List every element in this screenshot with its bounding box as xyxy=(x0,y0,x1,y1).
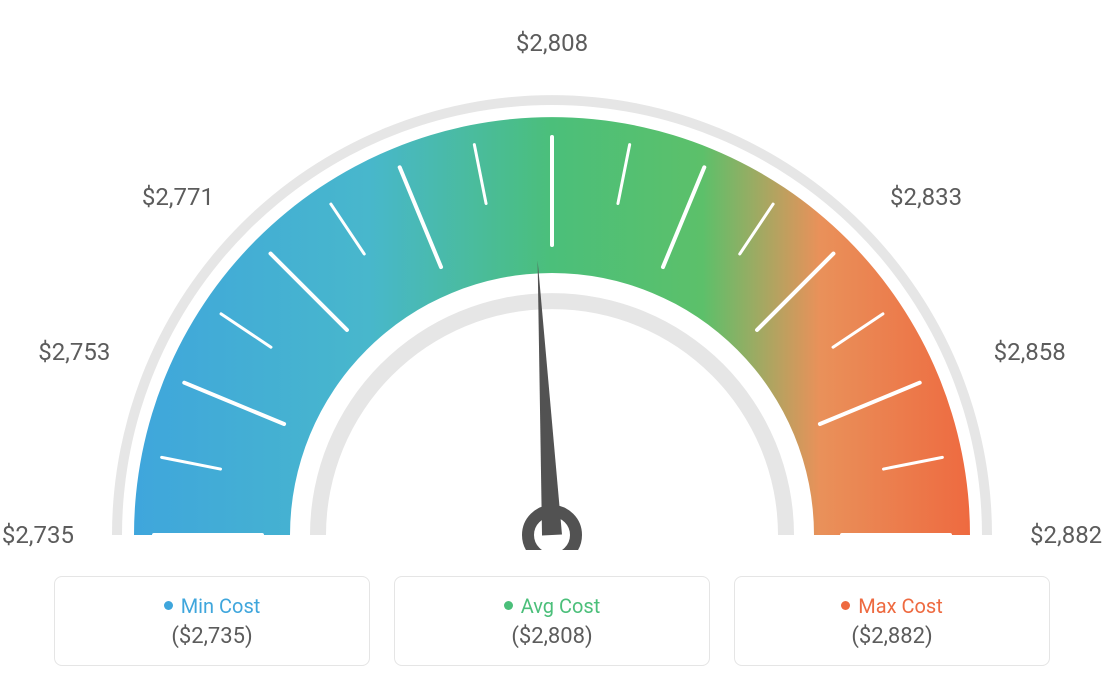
max-cost-card: Max Cost ($2,882) xyxy=(734,576,1050,666)
gauge-tick-label: $2,882 xyxy=(1030,521,1102,549)
max-dot-icon xyxy=(841,601,850,610)
max-cost-title: Max Cost xyxy=(858,594,943,618)
avg-cost-value: ($2,808) xyxy=(511,624,592,649)
min-cost-title-row: Min Cost xyxy=(164,594,261,618)
gauge-tick-label: $2,833 xyxy=(890,183,962,211)
avg-cost-title: Avg Cost xyxy=(521,594,601,618)
min-dot-icon xyxy=(164,601,173,610)
avg-cost-title-row: Avg Cost xyxy=(504,594,601,618)
gauge-chart: $2,735$2,753$2,771$2,808$2,833$2,858$2,8… xyxy=(72,30,1032,550)
max-cost-title-row: Max Cost xyxy=(841,594,943,618)
min-cost-title: Min Cost xyxy=(181,594,261,618)
avg-dot-icon xyxy=(504,601,513,610)
min-cost-value: ($2,735) xyxy=(171,624,252,649)
gauge-svg xyxy=(72,30,1032,550)
summary-cards: Min Cost ($2,735) Avg Cost ($2,808) Max … xyxy=(54,576,1050,666)
gauge-tick-label: $2,771 xyxy=(142,183,214,211)
gauge-tick-label: $2,858 xyxy=(994,338,1066,366)
avg-cost-card: Avg Cost ($2,808) xyxy=(394,576,710,666)
min-cost-card: Min Cost ($2,735) xyxy=(54,576,370,666)
gauge-tick-label: $2,735 xyxy=(2,521,74,549)
max-cost-value: ($2,882) xyxy=(851,624,932,649)
gauge-tick-label: $2,753 xyxy=(38,338,110,366)
gauge-tick-label: $2,808 xyxy=(516,29,588,57)
